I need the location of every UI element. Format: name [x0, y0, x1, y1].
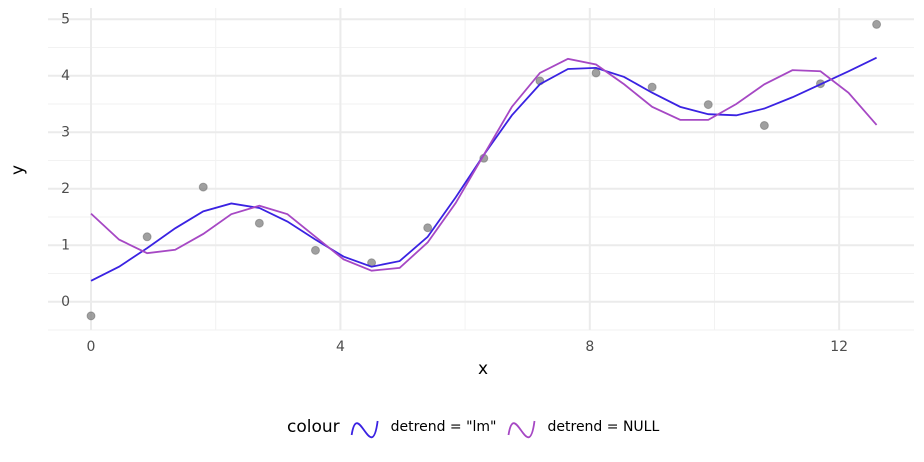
data-point [872, 19, 882, 29]
y-tick-label: 1 [61, 237, 70, 253]
legend-swatch [350, 420, 379, 438]
data-point [86, 311, 96, 321]
data-point [591, 68, 601, 78]
data-point [759, 121, 769, 131]
series-line [90, 56, 877, 282]
data-point [142, 232, 152, 242]
legend-label: detrend = NULL [548, 419, 660, 435]
y-tick-label: 2 [61, 181, 70, 197]
x-tick-label: 12 [830, 339, 848, 355]
data-point [254, 218, 264, 228]
legend-swatch [507, 420, 536, 438]
x-tick-label: 8 [585, 339, 594, 355]
data-point [423, 223, 433, 233]
grid [48, 8, 914, 331]
y-tick-label: 0 [61, 294, 70, 310]
data-point [198, 182, 208, 192]
data-point [310, 245, 320, 255]
x-tick-label: 4 [336, 339, 345, 355]
x-tick-label: 0 [87, 339, 96, 355]
legend-title: colour [287, 417, 340, 437]
legend-label: detrend = "lm" [391, 419, 497, 435]
y-tick-label: 3 [61, 124, 70, 140]
data-point [647, 82, 657, 92]
y-tick-label: 5 [61, 11, 70, 27]
y-axis-title: y [8, 165, 28, 175]
series-line [90, 57, 878, 272]
y-tick-label: 4 [61, 68, 70, 84]
x-axis-title: x [478, 359, 488, 379]
data-point [703, 100, 713, 110]
